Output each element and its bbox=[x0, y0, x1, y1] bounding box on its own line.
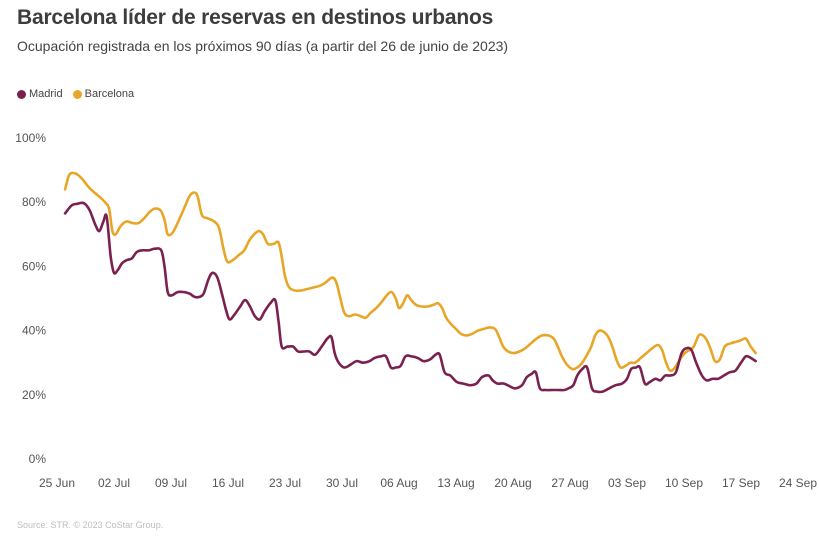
legend-item-barcelona[interactable]: Barcelona bbox=[72, 88, 135, 100]
source-note: Source: STR. © 2023 CoStar Group. bbox=[17, 520, 164, 530]
x-tick-label: 20 Aug bbox=[494, 476, 531, 490]
x-tick-label: 25 Jun bbox=[39, 476, 75, 490]
y-tick-label: 80% bbox=[22, 195, 46, 209]
y-tick-label: 100% bbox=[15, 131, 46, 145]
chart-title: Barcelona líder de reservas en destinos … bbox=[17, 6, 494, 29]
y-axis: 0% 20% 40% 60% 80% 100% bbox=[15, 131, 46, 466]
y-tick-label: 60% bbox=[22, 259, 46, 273]
x-tick-label: 06 Aug bbox=[380, 476, 417, 490]
series-lines bbox=[63, 171, 757, 394]
x-tick-label: 27 Aug bbox=[551, 476, 588, 490]
y-tick-label: 0% bbox=[29, 452, 47, 466]
line-chart: 0% 20% 40% 60% 80% 100% 25 Jun 02 Jul 09 Jul 16 … bbox=[15, 131, 817, 490]
x-axis: 25 Jun 02 Jul 09 Jul 16 Jul 23 Jul 30 Jul 06 A… bbox=[39, 476, 817, 490]
x-tick-label: 16 Jul bbox=[212, 476, 244, 490]
x-tick-label: 02 Jul bbox=[98, 476, 130, 490]
chart-subtitle: Ocupación registrada en los próximos 90 … bbox=[17, 38, 509, 54]
chart-legend: Madrid Barcelona bbox=[17, 88, 144, 100]
legend-label-madrid: Madrid bbox=[29, 88, 63, 100]
legend-swatch-madrid bbox=[17, 89, 26, 99]
x-tick-label: 24 Sep bbox=[779, 476, 817, 490]
series-line-madrid[interactable] bbox=[63, 201, 757, 394]
y-tick-label: 20% bbox=[22, 388, 46, 402]
x-tick-label: 17 Sep bbox=[722, 476, 760, 490]
x-tick-label: 13 Aug bbox=[437, 476, 474, 490]
series-line-barcelona[interactable] bbox=[63, 171, 757, 373]
x-tick-label: 09 Jul bbox=[155, 476, 187, 490]
y-tick-label: 40% bbox=[22, 324, 46, 338]
x-tick-label: 03 Sep bbox=[608, 476, 646, 490]
x-tick-label: 30 Jul bbox=[326, 476, 358, 490]
legend-item-madrid[interactable]: Madrid bbox=[17, 88, 63, 100]
legend-label-barcelona: Barcelona bbox=[84, 88, 135, 100]
x-tick-label: 23 Jul bbox=[269, 476, 301, 490]
x-tick-label: 10 Sep bbox=[665, 476, 703, 490]
legend-swatch-barcelona bbox=[72, 89, 82, 99]
